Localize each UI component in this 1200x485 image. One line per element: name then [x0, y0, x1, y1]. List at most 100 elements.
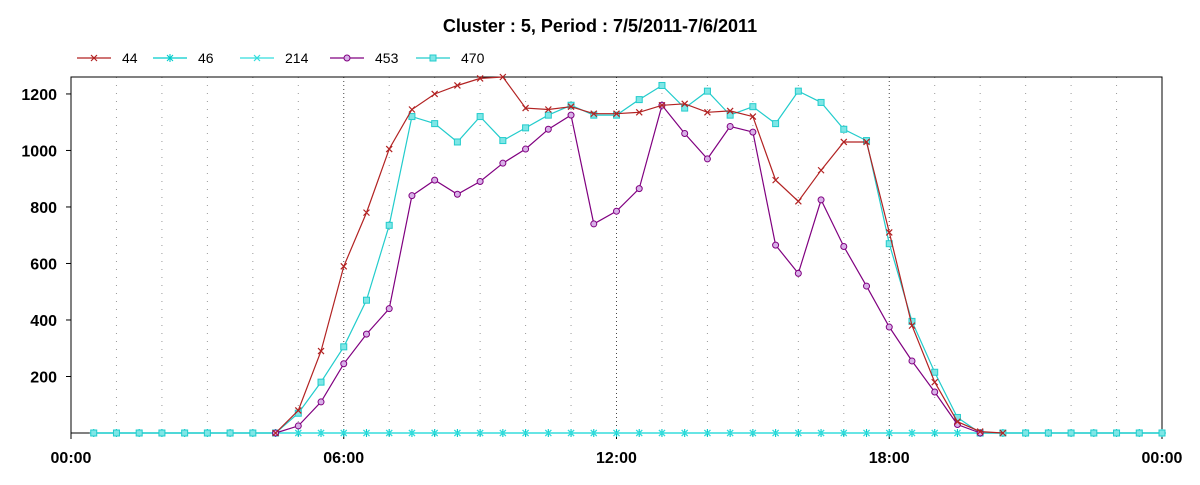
marker-square-shape — [499, 137, 507, 145]
data-point — [635, 108, 643, 116]
series-470 — [90, 81, 1166, 437]
series-453 — [272, 101, 984, 437]
data-point — [522, 124, 530, 132]
data-point — [635, 96, 643, 104]
marker-square-shape — [1135, 429, 1143, 437]
marker-x-shape — [317, 347, 325, 355]
marker-x-shape — [999, 429, 1007, 437]
data-point — [1022, 429, 1030, 437]
data-point — [976, 428, 984, 436]
data-point — [590, 111, 598, 119]
data-point — [431, 429, 439, 437]
legend-marker — [429, 54, 437, 62]
data-point — [931, 388, 939, 396]
marker-circle-shape — [840, 243, 848, 251]
marker-x-shape — [772, 429, 780, 437]
marker-x-shape — [340, 262, 348, 270]
data-point — [726, 111, 734, 119]
marker-x-shape — [863, 429, 870, 437]
y-tick-label: 800 — [30, 200, 57, 217]
data-point — [294, 429, 302, 437]
data-point — [522, 104, 530, 112]
data-point — [726, 122, 734, 130]
data-point — [340, 343, 348, 351]
marker-x-shape — [590, 429, 598, 437]
data-point — [567, 111, 575, 119]
marker-x-shape — [885, 429, 893, 437]
y-tick-label: 1200 — [21, 87, 57, 104]
data-point — [90, 429, 98, 437]
marker-x-shape — [703, 108, 711, 116]
legend-item-470: 470 — [416, 50, 485, 66]
data-point — [772, 176, 780, 184]
chart-title: Cluster : 5, Period : 7/5/2011-7/6/2011 — [443, 16, 757, 36]
y-axis: 200 400 600 800 1000 1200 — [21, 87, 71, 386]
data-point — [317, 347, 325, 355]
data-point — [363, 209, 370, 217]
marker-x-shape — [476, 429, 484, 437]
data-point — [249, 429, 257, 437]
marker-x-shape — [726, 107, 734, 115]
marker-x-shape — [253, 54, 261, 62]
marker-x-shape — [908, 322, 916, 330]
data-point — [476, 429, 484, 437]
legend-label: 46 — [198, 50, 214, 66]
legend-item-453: 453 — [330, 50, 399, 66]
grid-lines — [115, 77, 1118, 433]
marker-x-shape — [294, 429, 302, 437]
marker-x-shape — [658, 429, 666, 437]
marker-circle-shape — [726, 122, 734, 130]
series-layer — [89, 73, 1166, 437]
y-tick-label: 1000 — [21, 143, 57, 160]
marker-circle-shape — [544, 125, 552, 133]
data-point — [362, 296, 370, 304]
marker-x-shape — [613, 429, 620, 437]
data-point — [1135, 429, 1143, 437]
data-point — [658, 101, 666, 109]
data-point — [590, 220, 598, 228]
data-point — [703, 155, 711, 163]
data-point — [476, 178, 484, 186]
marker-x-shape — [817, 166, 825, 174]
marker-x-shape — [499, 429, 507, 437]
data-point — [931, 429, 939, 437]
marker-square-shape — [1158, 429, 1166, 437]
marker-square-shape — [408, 113, 416, 121]
marker-circle-shape — [340, 360, 348, 368]
data-point — [613, 429, 620, 437]
marker-circle-shape — [885, 323, 893, 331]
y-tick-label: 400 — [30, 313, 57, 330]
marker-circle-shape — [681, 130, 689, 138]
marker-x-shape — [522, 429, 530, 437]
data-point — [794, 87, 802, 95]
series-line-44 — [275, 76, 1003, 434]
marker-x-shape — [749, 113, 757, 120]
data-point — [294, 422, 302, 430]
data-point — [408, 429, 416, 437]
marker-square-shape — [476, 113, 484, 121]
marker-x-shape — [317, 429, 325, 437]
data-point — [431, 90, 439, 98]
marker-circle-shape — [567, 111, 575, 119]
legend-label: 453 — [375, 50, 399, 66]
data-point — [453, 429, 461, 437]
y-tick-label: 600 — [30, 256, 57, 273]
data-point — [340, 429, 348, 437]
marker-x-shape — [976, 428, 984, 436]
data-point — [544, 111, 552, 119]
data-point — [453, 82, 461, 89]
data-point — [1067, 429, 1075, 437]
series-line-470 — [93, 84, 1162, 434]
data-point — [135, 429, 143, 437]
marker-square-shape — [385, 221, 393, 229]
marker-x-shape — [408, 106, 416, 113]
marker-x-shape — [681, 429, 689, 437]
marker-x-shape — [613, 110, 620, 118]
marker-square-shape — [1044, 429, 1052, 437]
x-tick-label: 06:00 — [323, 450, 364, 467]
data-point — [613, 110, 620, 118]
marker-x-shape — [431, 90, 439, 98]
data-point — [840, 125, 848, 133]
data-point — [885, 323, 893, 331]
